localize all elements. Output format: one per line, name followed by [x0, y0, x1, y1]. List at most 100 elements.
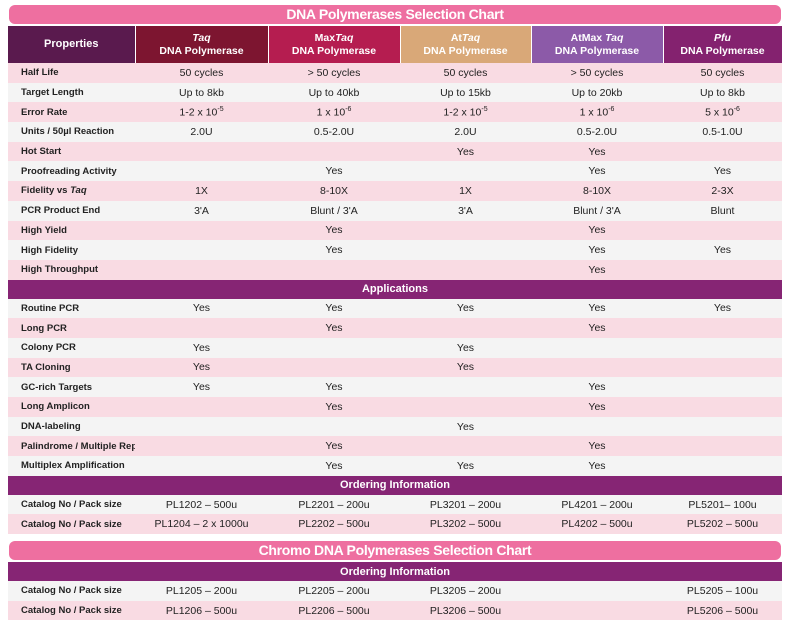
- cell-value: 1X: [135, 181, 268, 201]
- cell-value: [663, 456, 782, 476]
- cell-value: [663, 141, 782, 162]
- row-label: Catalog No / Pack size: [8, 494, 135, 515]
- cell-value: [400, 397, 531, 417]
- row-label: Proofreading Activity: [8, 161, 135, 182]
- cell-value: [135, 436, 268, 457]
- cell-value: Yes: [400, 141, 531, 162]
- row-label: Routine PCR: [8, 298, 135, 319]
- cell-value: [268, 141, 400, 162]
- cell-value: [400, 318, 531, 338]
- cell-value: Yes: [531, 220, 663, 241]
- cell-value: Yes: [268, 298, 400, 319]
- cell-value: [400, 161, 531, 182]
- cell-value: PL2202 – 500u: [268, 514, 400, 535]
- cell-value: [135, 456, 268, 476]
- cell-value: 8-10X: [268, 181, 400, 201]
- cell-value: Yes: [400, 298, 531, 319]
- table-row: Hot Start Yes Yes: [8, 141, 782, 162]
- table-row: Routine PCR Yes Yes Yes Yes Yes: [8, 298, 782, 319]
- table-row: GC-rich Targets Yes Yes Yes: [8, 377, 782, 397]
- cell-value: Yes: [531, 298, 663, 319]
- cell-value: 8-10X: [531, 181, 663, 201]
- table-row: DNA-labeling Yes: [8, 416, 782, 437]
- column-subtitle: DNA Polymerase: [680, 44, 765, 57]
- cell-value: Yes: [268, 436, 400, 457]
- row-label: Catalog No / Pack size: [8, 600, 135, 621]
- cell-value: [268, 259, 400, 280]
- cell-value: [400, 240, 531, 260]
- row-label: Long Amplicon: [8, 397, 135, 417]
- row-label: High Fidelity: [8, 240, 135, 260]
- cell-value: 5 x 10-6: [663, 102, 782, 123]
- cell-value: Yes: [531, 397, 663, 417]
- cell-value: Yes: [531, 456, 663, 476]
- cell-value: PL1205 – 200u: [135, 581, 268, 601]
- cell-value: Yes: [400, 456, 531, 476]
- cell-value: [663, 397, 782, 417]
- column-header: Pfu DNA Polymerase: [663, 26, 783, 63]
- column-name: AtMax Taq: [570, 31, 624, 44]
- row-label: GC-rich Targets: [8, 377, 135, 397]
- row-label: Hot Start: [8, 141, 135, 162]
- table-row: High Throughput Yes: [8, 259, 782, 280]
- cell-value: [268, 337, 400, 358]
- cell-value: [531, 600, 663, 621]
- column-name: Taq: [192, 31, 211, 44]
- cell-value: Up to 8kb: [663, 82, 782, 103]
- table-row: Catalog No / Pack size PL1202 – 500u PL220…: [8, 494, 782, 515]
- cell-value: Blunt / 3'A: [531, 200, 663, 221]
- row-label: Catalog No / Pack size: [8, 514, 135, 535]
- column-header: AtMax Taq DNA Polymerase: [531, 26, 664, 63]
- section-header: Ordering Information: [8, 562, 783, 581]
- cell-value: [531, 416, 663, 437]
- cell-value: [663, 259, 782, 280]
- row-label: TA Cloning: [8, 357, 135, 378]
- cell-value: Yes: [663, 161, 782, 182]
- row-label: Units / 50µl Reaction: [8, 122, 135, 142]
- cell-value: [663, 416, 782, 437]
- column-name: Pfu: [714, 31, 731, 44]
- cell-value: Yes: [663, 298, 782, 319]
- cell-value: [135, 220, 268, 241]
- cell-value: 50 cycles: [135, 63, 268, 83]
- cell-value: PL5201– 100u: [663, 494, 782, 515]
- cell-value: [135, 161, 268, 182]
- row-label: Long PCR: [8, 318, 135, 338]
- table-row: Palindrome / Multiple Repeats Yes Yes: [8, 436, 782, 457]
- cell-value: 2.0U: [400, 122, 531, 142]
- cell-value: [531, 337, 663, 358]
- cell-value: Yes: [268, 456, 400, 476]
- row-label: Target Length: [8, 82, 135, 103]
- cell-value: PL5206 – 500u: [663, 600, 783, 621]
- table-row: Error Rate 1-2 x 10-5 1 x 10-6 1-2 x 10-5 1 …: [8, 102, 782, 123]
- cell-value: PL1202 – 500u: [135, 494, 268, 515]
- cell-value: 2.0U: [135, 122, 268, 142]
- column-name: AtTaq: [450, 31, 481, 44]
- cell-value: [663, 357, 782, 378]
- cell-value: 2-3X: [663, 181, 782, 201]
- table-row: Long Amplicon Yes Yes: [8, 397, 782, 417]
- row-label: Palindrome / Multiple Repeats: [8, 436, 135, 457]
- cell-value: Yes: [663, 240, 782, 260]
- cell-value: [135, 318, 268, 338]
- properties-header: Properties: [8, 26, 136, 63]
- row-label: Half Life: [8, 63, 135, 83]
- cell-value: [663, 436, 782, 457]
- cell-value: Yes: [531, 161, 663, 182]
- table-row: High Fidelity Yes Yes Yes: [8, 240, 782, 260]
- cell-value: Yes: [268, 161, 400, 182]
- cell-value: 1-2 x 10-5: [135, 102, 268, 123]
- cell-value: Yes: [531, 318, 663, 338]
- column-header: Taq DNA Polymerase: [135, 26, 269, 63]
- row-label: Multiplex Amplification: [8, 456, 135, 476]
- cell-value: [135, 397, 268, 417]
- column-subtitle: DNA Polymerase: [554, 44, 640, 57]
- cell-value: Yes: [268, 377, 400, 397]
- row-label: Fidelity vs Taq: [8, 181, 135, 201]
- cell-value: [135, 141, 268, 162]
- cell-value: PL3202 – 500u: [400, 514, 531, 535]
- cell-value: Blunt: [663, 200, 782, 221]
- cell-value: PL2205 – 200u: [268, 581, 400, 601]
- table-row: Long PCR Yes Yes: [8, 318, 782, 338]
- cell-value: PL3201 – 200u: [400, 494, 531, 515]
